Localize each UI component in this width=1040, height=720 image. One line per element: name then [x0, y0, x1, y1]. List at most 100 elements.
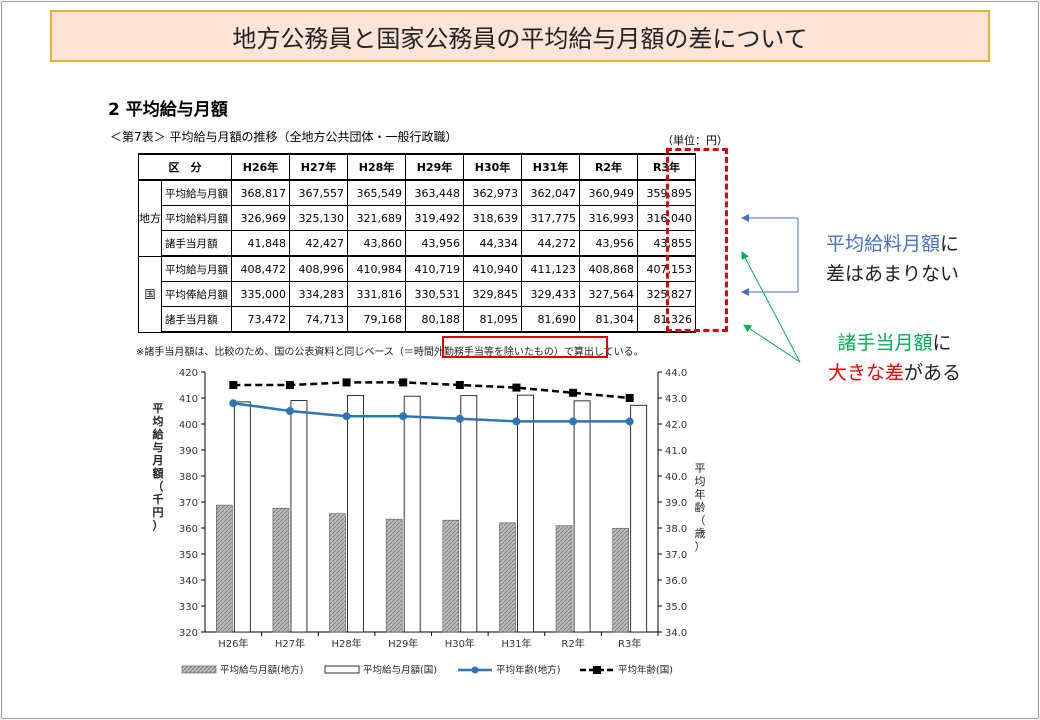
- y2-tick-label: 35.0: [665, 602, 687, 613]
- year-header: H28年: [347, 153, 406, 181]
- y2-axis-label-char: 年: [695, 487, 706, 501]
- year-header: H29年: [405, 153, 464, 181]
- table-cell: 362,047: [521, 179, 580, 206]
- table-cell: 363,448: [405, 179, 464, 206]
- point-age-national: [455, 381, 464, 389]
- section-title: 2 平均給与月額: [108, 100, 228, 120]
- table-cell: 329,845: [463, 281, 522, 307]
- table-cell: 81,690: [521, 306, 580, 333]
- annotation-term: 大きな差: [828, 362, 905, 384]
- slide-title-banner: 地方公務員と国家公務員の平均給与月額の差について: [50, 10, 990, 62]
- table-cell: 408,868: [579, 255, 638, 282]
- annotation-text: 差はあまりない: [826, 263, 960, 285]
- table-cell: 410,984: [347, 255, 406, 282]
- table-cell: 326,969: [231, 205, 290, 231]
- annotation-allowance: 諸手当月額に 大きな差がある: [828, 328, 961, 388]
- table-header-row: 区 分 H26年 H27年 H28年 H29年 H30年 H31年 R2年 R3…: [138, 153, 696, 181]
- y-tick-label: 390: [179, 446, 198, 457]
- annotation-salary: 平均給料月額に 差はあまりない: [826, 229, 959, 289]
- x-tick-label: H28年: [331, 637, 361, 650]
- annotation-text: に: [940, 233, 960, 255]
- y-axis-label-char: ）: [153, 519, 164, 532]
- y-tick-label: 330: [179, 602, 198, 613]
- y-tick-label: 350: [179, 550, 198, 561]
- table-caption: ＜第7表＞ 平均給与月額の推移（全地方公共団体・一般行政職）: [110, 130, 458, 144]
- y2-tick-label: 39.0: [665, 498, 687, 509]
- table-cell: 367,557: [289, 179, 348, 206]
- table-cell: 43,956: [405, 230, 464, 257]
- bar-national: [403, 395, 421, 633]
- y2-tick-label: 34.0: [665, 628, 687, 639]
- table-note: ※諸手当月額は、比較のため、国の公表資料と同じベース（＝時間外勤務手当等を除いた…: [136, 347, 644, 358]
- bar-national: [630, 404, 648, 633]
- legend-marker-national: [593, 666, 601, 674]
- y-tick-label: 320: [179, 628, 198, 639]
- legend-label: 平均給与月額(地方): [220, 664, 303, 676]
- table-cell: 319,492: [405, 205, 464, 231]
- bar-national: [347, 395, 364, 633]
- bar-local: [555, 525, 573, 633]
- table-cell: 321,689: [347, 205, 406, 231]
- table-cell: 74,713: [289, 306, 348, 333]
- annotation-term: 諸手当月額: [837, 332, 933, 354]
- y2-tick-label: 41.0: [665, 446, 687, 457]
- table-cell: 334,283: [289, 281, 348, 307]
- point-age-local: [455, 414, 464, 423]
- point-age-local: [512, 417, 521, 426]
- table-cell: 316,993: [579, 205, 638, 231]
- point-age-national: [342, 378, 351, 387]
- table-cell: 73,472: [231, 306, 290, 333]
- table-corner: 区 分: [138, 153, 232, 181]
- bar-local: [329, 513, 346, 633]
- y-axis-label-char: 平: [153, 402, 164, 415]
- y-axis-label-char: 給: [153, 427, 165, 441]
- y-tick-label: 400: [179, 420, 198, 431]
- y-axis-label-char: 円: [153, 506, 164, 519]
- y2-axis-label-char: 歳: [695, 527, 706, 540]
- table-row: 国 平均給与月額 408,472 408,996 410,984 410,719…: [138, 255, 696, 333]
- year-header: H30年: [463, 153, 522, 181]
- bar-local: [612, 527, 629, 633]
- y-tick-label: 360: [179, 524, 198, 535]
- year-header: H26年: [231, 153, 290, 181]
- salary-table: 区 分 H26年 H27年 H28年 H29年 H30年 H31年 R2年 R3…: [138, 153, 696, 333]
- bar-local: [442, 519, 460, 633]
- x-tick-label: R2年: [561, 637, 584, 650]
- row-label: 平均給料月額: [161, 205, 232, 231]
- table-cell: 79,168: [347, 306, 406, 333]
- table-cell: 325,130: [289, 205, 348, 231]
- table-cell: 408,996: [289, 255, 348, 282]
- y2-tick-label: 42.0: [665, 420, 687, 431]
- slide-title: 地方公務員と国家公務員の平均給与月額の差について: [232, 24, 808, 53]
- x-tick-label: H30年: [445, 637, 475, 650]
- y2-tick-label: 44.0: [665, 368, 687, 379]
- y-tick-label: 370: [179, 498, 198, 509]
- annotation-text: がある: [904, 362, 962, 384]
- y2-tick-label: 40.0: [665, 472, 687, 483]
- bar-national: [573, 400, 591, 633]
- table-cell: 43,956: [579, 230, 638, 257]
- y2-axis-label-char: ）: [695, 540, 706, 553]
- bar-local: [385, 518, 403, 633]
- y2-axis-label-char: 齢: [695, 500, 706, 514]
- row-label: 諸手当月額: [161, 230, 232, 257]
- point-age-national: [285, 381, 294, 389]
- table-cell: 44,272: [521, 230, 580, 257]
- table-cell: 362,973: [463, 179, 522, 206]
- legend-swatch-national-bar: [324, 665, 360, 674]
- year-header: R2年: [579, 153, 638, 181]
- table-cell: 410,940: [463, 255, 522, 282]
- bar-national: [460, 395, 478, 633]
- bar-local: [499, 522, 516, 633]
- table-cell: 360,949: [579, 179, 638, 206]
- row-label: 平均給与月額: [161, 179, 232, 206]
- bar-national: [290, 400, 308, 633]
- legend-label: 平均給与月額(国): [363, 664, 437, 676]
- point-age-local: [229, 399, 238, 408]
- x-tick-label: R3年: [618, 637, 641, 650]
- table-cell: 327,564: [579, 281, 638, 307]
- y-axis-label-char: 千: [153, 492, 164, 506]
- point-age-national: [229, 381, 238, 389]
- y2-axis-label-char: 平: [695, 462, 706, 475]
- y-axis-label-char: 均: [153, 414, 164, 428]
